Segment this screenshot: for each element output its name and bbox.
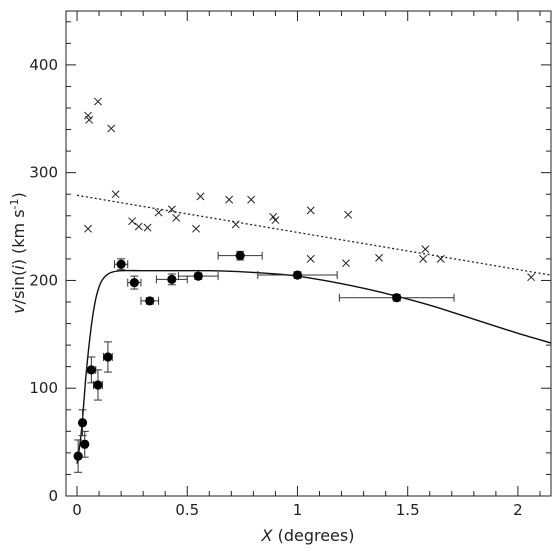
cross-stroke bbox=[247, 195, 256, 204]
data-point bbox=[145, 296, 155, 306]
cross-stroke bbox=[85, 115, 94, 124]
cross-stroke bbox=[421, 245, 430, 254]
tick-labels: 0 0.5 1 1.5 2 0 100 200 300 400 bbox=[29, 56, 522, 519]
cross-marker bbox=[436, 254, 445, 263]
cross-stroke bbox=[225, 195, 234, 204]
cross-marker bbox=[225, 195, 234, 204]
cross-stroke bbox=[107, 124, 116, 133]
x-tick-label: 1.5 bbox=[396, 501, 420, 519]
cross-marker bbox=[107, 124, 116, 133]
cross-marker bbox=[94, 97, 102, 106]
cross-stroke bbox=[344, 210, 353, 219]
cross-stroke bbox=[84, 111, 92, 120]
cross-marker bbox=[143, 223, 152, 232]
cross-stroke bbox=[94, 97, 102, 106]
cross-marker bbox=[134, 222, 143, 231]
cross-markers bbox=[84, 97, 536, 282]
data-point bbox=[93, 380, 103, 390]
cross-stroke bbox=[342, 259, 350, 268]
cross-stroke bbox=[271, 216, 280, 225]
cross-marker bbox=[111, 190, 120, 199]
cross-marker bbox=[247, 195, 256, 204]
dotted-trend-line bbox=[76, 194, 551, 276]
cross-stroke bbox=[134, 222, 143, 231]
cross-stroke bbox=[167, 205, 176, 214]
cross-marker bbox=[271, 216, 280, 225]
cross-stroke bbox=[306, 254, 315, 263]
cross-marker bbox=[342, 259, 350, 268]
data-point bbox=[392, 293, 402, 303]
data-point bbox=[77, 418, 88, 428]
data-point bbox=[86, 365, 96, 375]
measured-points bbox=[73, 251, 402, 461]
data-point bbox=[129, 278, 139, 288]
cross-stroke bbox=[143, 223, 152, 232]
cross-stroke bbox=[419, 254, 428, 263]
cross-stroke bbox=[84, 224, 92, 233]
y-tick-label: 200 bbox=[29, 271, 58, 289]
cross-stroke bbox=[192, 224, 201, 233]
data-point bbox=[73, 451, 83, 461]
cross-marker bbox=[128, 217, 137, 226]
cross-stroke bbox=[172, 213, 181, 222]
data-point bbox=[292, 270, 303, 280]
data-point bbox=[103, 352, 113, 362]
tick-marks bbox=[66, 11, 551, 497]
cross-stroke bbox=[269, 212, 278, 221]
y-tick-label: 400 bbox=[29, 56, 58, 74]
y-axis-label: v/sin(i) (km s-1) bbox=[8, 192, 28, 314]
cross-marker bbox=[421, 245, 430, 254]
x-tick-label: 2 bbox=[513, 501, 523, 519]
data-point bbox=[80, 439, 90, 449]
y-tick-label: 100 bbox=[29, 379, 58, 397]
cross-marker bbox=[306, 254, 315, 263]
cross-stroke bbox=[111, 190, 120, 199]
cross-stroke bbox=[306, 206, 315, 215]
cross-marker bbox=[172, 213, 181, 222]
cross-marker bbox=[167, 205, 176, 214]
cross-marker bbox=[85, 115, 94, 124]
cross-stroke bbox=[128, 217, 137, 226]
cross-stroke bbox=[527, 273, 536, 282]
cross-marker bbox=[306, 206, 315, 215]
cross-stroke bbox=[196, 192, 205, 201]
y-tick-label: 0 bbox=[48, 487, 58, 505]
cross-marker bbox=[344, 210, 353, 219]
data-point bbox=[235, 251, 245, 261]
cross-marker bbox=[375, 253, 383, 262]
data-point bbox=[116, 259, 126, 269]
data-point bbox=[167, 274, 177, 284]
cross-stroke bbox=[231, 220, 240, 229]
cross-marker bbox=[192, 224, 201, 233]
cross-stroke bbox=[436, 254, 445, 263]
cross-stroke bbox=[375, 253, 383, 262]
cross-marker bbox=[154, 208, 163, 217]
x-axis-label: X (degrees) bbox=[261, 526, 355, 545]
x-tick-label: 0 bbox=[72, 501, 82, 519]
y-tick-label: 300 bbox=[29, 164, 58, 182]
cross-marker bbox=[419, 254, 428, 263]
plot-frame bbox=[65, 10, 552, 497]
x-tick-label: 1 bbox=[293, 501, 303, 519]
cross-marker bbox=[527, 273, 536, 282]
cross-marker bbox=[196, 192, 205, 201]
cross-marker bbox=[231, 220, 240, 229]
cross-marker bbox=[84, 224, 92, 233]
x-tick-label: 0.5 bbox=[175, 501, 199, 519]
cross-stroke bbox=[154, 208, 163, 217]
data-point bbox=[193, 271, 203, 281]
